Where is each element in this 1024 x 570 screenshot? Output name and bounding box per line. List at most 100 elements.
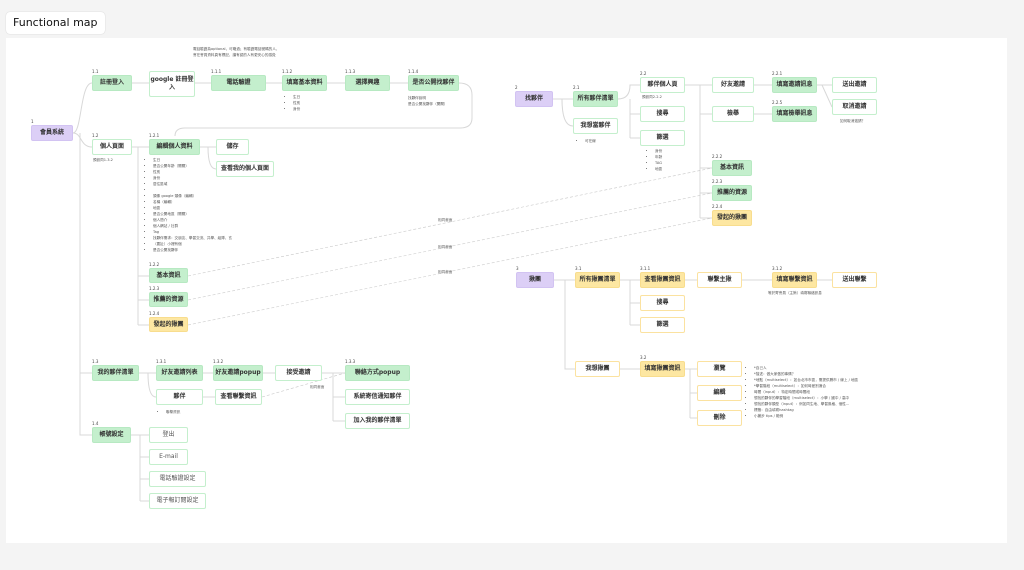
node-nsendc[interactable]: 送出聯繫 bbox=[832, 272, 877, 288]
node-ncontact[interactable]: 查看聯繫資訊 bbox=[215, 389, 262, 405]
node-nfilter3[interactable]: 篩選 bbox=[640, 317, 685, 333]
node-n21[interactable]: 所有夥伴清單 bbox=[573, 91, 618, 107]
note: 等於寄會員（主揪）填寫聯絡訊息 bbox=[768, 291, 822, 295]
node-nbe[interactable]: 我想當夥伴 bbox=[573, 118, 618, 134]
note-line: 身份 bbox=[153, 175, 232, 181]
node-n31[interactable]: 所有揪團清單 bbox=[575, 272, 620, 288]
node-number: 2.2.2 bbox=[712, 154, 723, 159]
node-n14[interactable]: 帳號設定 bbox=[92, 427, 131, 443]
node-n224[interactable]: 發起的揪團 bbox=[712, 210, 752, 226]
node-nhost[interactable]: 聯繫主揪 bbox=[697, 272, 742, 288]
node-number: 3.2 bbox=[640, 355, 647, 360]
note-line: 名稱（編輯） bbox=[153, 199, 232, 205]
node-n111[interactable]: 電話驗證 bbox=[211, 75, 266, 91]
node-number: 1.2.1 bbox=[149, 133, 160, 138]
node-number: 1.1.2 bbox=[282, 69, 293, 74]
node-n225[interactable]: 填寫檢舉訊息 bbox=[772, 106, 817, 122]
note: 找夥伴說明 是否公開找夥伴（開關） bbox=[408, 95, 448, 107]
note: 身份年齡TAG地區 bbox=[649, 148, 662, 172]
note: 聯繫資訊 bbox=[160, 409, 180, 415]
note-line: TAG bbox=[655, 160, 662, 166]
node-nfilter2[interactable]: 篩選 bbox=[640, 130, 685, 146]
note: *自己人*描述：做大家做的事情？*地點（multiselect）：如台北市市區，… bbox=[748, 365, 858, 419]
node-nemail[interactable]: E-mail bbox=[149, 449, 188, 465]
node-n121[interactable]: 編輯個人資料 bbox=[149, 139, 200, 155]
note-line: 性別 bbox=[293, 100, 300, 106]
node-nlogout[interactable]: 登出 bbox=[149, 427, 188, 443]
node-nbrowse[interactable]: 瀏覽 bbox=[697, 361, 742, 377]
node-nreport[interactable]: 檢舉 bbox=[712, 106, 754, 122]
node-nwant[interactable]: 我想揪團 bbox=[575, 361, 620, 377]
note-line: 地區 bbox=[655, 166, 662, 172]
node-number: 2.2.3 bbox=[712, 179, 723, 184]
node-n3[interactable]: 揪團 bbox=[516, 272, 554, 288]
node-ngoogle[interactable]: google 註冊登入 bbox=[149, 71, 195, 97]
note-line: 生日 bbox=[153, 157, 232, 163]
node-number: 1.3.3 bbox=[345, 359, 356, 364]
node-nsave[interactable]: 儲存 bbox=[216, 139, 249, 155]
connectors bbox=[72, 82, 833, 502]
note: 生日性別身份 bbox=[287, 94, 300, 112]
node-n32[interactable]: 填寫揪團資訊 bbox=[640, 361, 685, 377]
note-line: 個人簡介 bbox=[153, 217, 232, 223]
node-n11[interactable]: 註冊登入 bbox=[92, 75, 132, 91]
node-n311[interactable]: 查看揪團資訊 bbox=[640, 272, 685, 288]
node-n1[interactable]: 會員系統 bbox=[31, 125, 73, 141]
node-n122[interactable]: 基本資訊 bbox=[149, 268, 188, 283]
note-line: Tag bbox=[153, 229, 232, 235]
note-line: 標籤：自由填寫hashtag bbox=[754, 407, 858, 413]
node-n114[interactable]: 是否公開找夥伴 bbox=[408, 75, 459, 91]
note-line: 性別 bbox=[153, 169, 232, 175]
node-nedit[interactable]: 編輯 bbox=[697, 385, 742, 401]
node-number: 1.2.3 bbox=[149, 286, 160, 291]
note-line: 是否公開地區（開關） bbox=[153, 211, 232, 217]
node-nmail[interactable]: 系統寄信通知夥伴 bbox=[345, 389, 410, 405]
note-line: 是否公開年齡（開關） bbox=[153, 163, 232, 169]
note-line: 會在會員資料頁有標記，讓有認的人有更安心的感覺 bbox=[193, 53, 276, 57]
node-number: 3.1.1 bbox=[640, 266, 651, 271]
node-n223[interactable]: 推薦的資源 bbox=[712, 185, 752, 201]
node-nsend[interactable]: 送出邀請 bbox=[832, 77, 877, 93]
node-number: 1.1 bbox=[92, 69, 99, 74]
note-line: 地區 bbox=[153, 205, 232, 211]
node-n133[interactable]: 聯絡方式popup bbox=[345, 365, 410, 381]
node-n222[interactable]: 基本資訊 bbox=[712, 160, 752, 176]
node-naccept[interactable]: 接受邀請 bbox=[275, 365, 322, 381]
node-n13[interactable]: 我的夥伴清單 bbox=[92, 365, 139, 381]
node-number: 2.2.4 bbox=[712, 204, 723, 209]
node-number: 1.2.2 bbox=[149, 262, 160, 267]
node-nview[interactable]: 查看我的個人頁面 bbox=[216, 161, 274, 177]
node-n22[interactable]: 夥伴個人頁 bbox=[640, 77, 685, 93]
node-n312[interactable]: 填寫聯繫資訊 bbox=[772, 272, 817, 288]
node-number: 1.1.4 bbox=[408, 69, 419, 74]
diagram-canvas[interactable]: 會員系統 1 註冊登入 1.1 google 註冊登入 電話驗證 1.1.1 填寫基本資料 1.… bbox=[6, 38, 1007, 543]
node-nnews[interactable]: 電子報訂閱設定 bbox=[149, 493, 206, 509]
node-number: 2.2.1 bbox=[772, 71, 783, 76]
node-ncancel[interactable]: 取消邀請 bbox=[832, 99, 877, 115]
node-nfriend[interactable]: 好友邀請 bbox=[712, 77, 754, 93]
note: 預設同1.3.2 bbox=[93, 158, 113, 162]
node-nphone[interactable]: 電話驗證設定 bbox=[149, 471, 206, 487]
node-number: 1.2.4 bbox=[149, 311, 160, 316]
note-line: （要扯）小裡有個 bbox=[153, 241, 232, 247]
node-n221[interactable]: 填寫邀請訊息 bbox=[772, 77, 817, 93]
node-n2[interactable]: 找夥伴 bbox=[515, 91, 553, 107]
node-n112[interactable]: 填寫基本資料 bbox=[282, 75, 327, 91]
node-ndelete[interactable]: 刪除 bbox=[697, 410, 742, 426]
node-nadd[interactable]: 加入我的夥伴清單 bbox=[345, 413, 410, 429]
node-npartner[interactable]: 夥伴 bbox=[156, 389, 203, 405]
node-n124[interactable]: 發起的揪團 bbox=[149, 317, 188, 332]
node-number: 1.1.1 bbox=[211, 69, 222, 74]
node-n123[interactable]: 推薦的資源 bbox=[149, 292, 188, 307]
node-n12[interactable]: 個人頁面 bbox=[92, 139, 132, 155]
note-line: 年齡 bbox=[655, 154, 662, 160]
node-nsearch2[interactable]: 搜尋 bbox=[640, 106, 685, 122]
node-n132[interactable]: 好友邀請popup bbox=[213, 365, 263, 381]
node-number: 3 bbox=[516, 266, 519, 271]
node-n113[interactable]: 選擇興趣 bbox=[345, 75, 390, 91]
note: 如何取消邀請？ bbox=[840, 119, 866, 123]
node-nsearch3[interactable]: 搜尋 bbox=[640, 295, 685, 311]
node-n131[interactable]: 好友邀請列表 bbox=[156, 365, 203, 381]
note-line: *自己人 bbox=[754, 365, 858, 371]
node-number: 2.1 bbox=[573, 85, 580, 90]
